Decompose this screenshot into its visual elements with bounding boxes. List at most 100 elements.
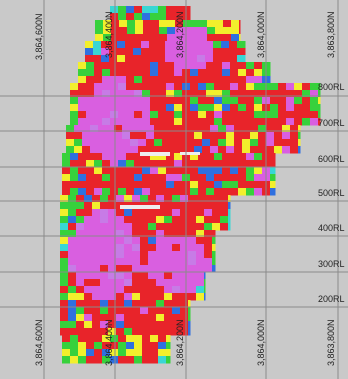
model-block: [66, 125, 75, 133]
model-block: [246, 153, 255, 161]
model-block: [142, 90, 151, 98]
model-block: [188, 202, 197, 210]
elevation-label: 400RL: [318, 223, 345, 233]
model-block: [68, 321, 77, 329]
model-block: [180, 279, 189, 287]
model-block: [220, 195, 229, 203]
model-block: [172, 230, 181, 238]
model-block: [202, 125, 211, 133]
model-block: [180, 216, 189, 224]
model-block: [146, 139, 155, 147]
model-block: [158, 90, 167, 98]
model-block: [92, 272, 101, 280]
model-block: [189, 55, 198, 63]
model-block: [84, 286, 93, 294]
model-block: [246, 188, 255, 196]
model-block: [172, 314, 181, 322]
model-block: [68, 195, 77, 203]
model-block: [148, 251, 157, 259]
model-block: [196, 258, 205, 266]
model-block: [150, 62, 159, 70]
model-block: [125, 55, 134, 63]
model-block: [78, 76, 87, 84]
model-block: [86, 153, 95, 161]
model-block: [167, 27, 176, 35]
model-block: [66, 146, 75, 154]
model-block: [130, 139, 139, 147]
model-block: [108, 251, 117, 259]
model-block: [100, 272, 109, 280]
model-block: [164, 321, 173, 329]
model-block: [246, 174, 255, 182]
model-block: [103, 34, 112, 42]
model-block: [122, 139, 131, 147]
model-block: [108, 272, 117, 280]
model-block: [206, 69, 215, 77]
model-block: [84, 216, 93, 224]
model-block: [108, 202, 117, 210]
model-block: [132, 272, 141, 280]
model-block: [118, 76, 127, 84]
model-block: [70, 118, 79, 126]
model-block: [230, 111, 239, 119]
model-block: [154, 125, 163, 133]
model-block: [310, 90, 319, 98]
model-block: [150, 174, 159, 182]
model-block: [164, 244, 173, 252]
model-block: [133, 55, 142, 63]
model-block: [135, 27, 144, 35]
model-block: [150, 335, 159, 343]
model-block: [148, 195, 157, 203]
model-block: [110, 181, 119, 189]
model-block: [74, 139, 83, 147]
model-block: [198, 160, 207, 168]
model-block: [166, 104, 175, 112]
model-block: [188, 265, 197, 273]
model-block: [76, 300, 85, 308]
model-block: [222, 174, 231, 182]
model-block: [102, 83, 111, 91]
model-block: [172, 223, 181, 231]
model-block: [76, 272, 85, 280]
model-block: [270, 181, 276, 189]
model-block: [167, 20, 176, 28]
model-block: [126, 13, 135, 21]
model-block: [106, 132, 115, 140]
model-block: [191, 27, 200, 35]
model-block: [172, 293, 181, 301]
model-block: [102, 188, 111, 196]
model-block: [180, 230, 189, 238]
model-block: [206, 83, 215, 91]
model-block: [207, 34, 216, 42]
model-block: [270, 111, 279, 119]
model-block: [230, 160, 239, 168]
model-block: [126, 335, 135, 343]
model-block: [190, 97, 199, 105]
model-block: [239, 34, 241, 42]
model-block: [166, 349, 171, 357]
model-block: [190, 118, 199, 126]
model-block: [116, 307, 125, 315]
model-block: [68, 328, 77, 336]
model-block: [62, 342, 71, 350]
model-block: [76, 279, 85, 287]
model-block: [254, 118, 263, 126]
model-block: [134, 13, 143, 21]
model-block: [132, 286, 141, 294]
model-block: [222, 69, 231, 77]
model-block: [86, 83, 95, 91]
model-block: [218, 132, 227, 140]
model-block: [266, 139, 275, 147]
model-block: [254, 69, 263, 77]
model-block: [90, 139, 99, 147]
model-block: [102, 118, 111, 126]
model-block: [165, 55, 174, 63]
model-block: [188, 258, 197, 266]
model-block: [76, 195, 85, 203]
model-block: [92, 279, 101, 287]
model-block: [250, 146, 259, 154]
model-block: [175, 27, 184, 35]
model-block: [85, 55, 94, 63]
model-block: [186, 146, 195, 154]
